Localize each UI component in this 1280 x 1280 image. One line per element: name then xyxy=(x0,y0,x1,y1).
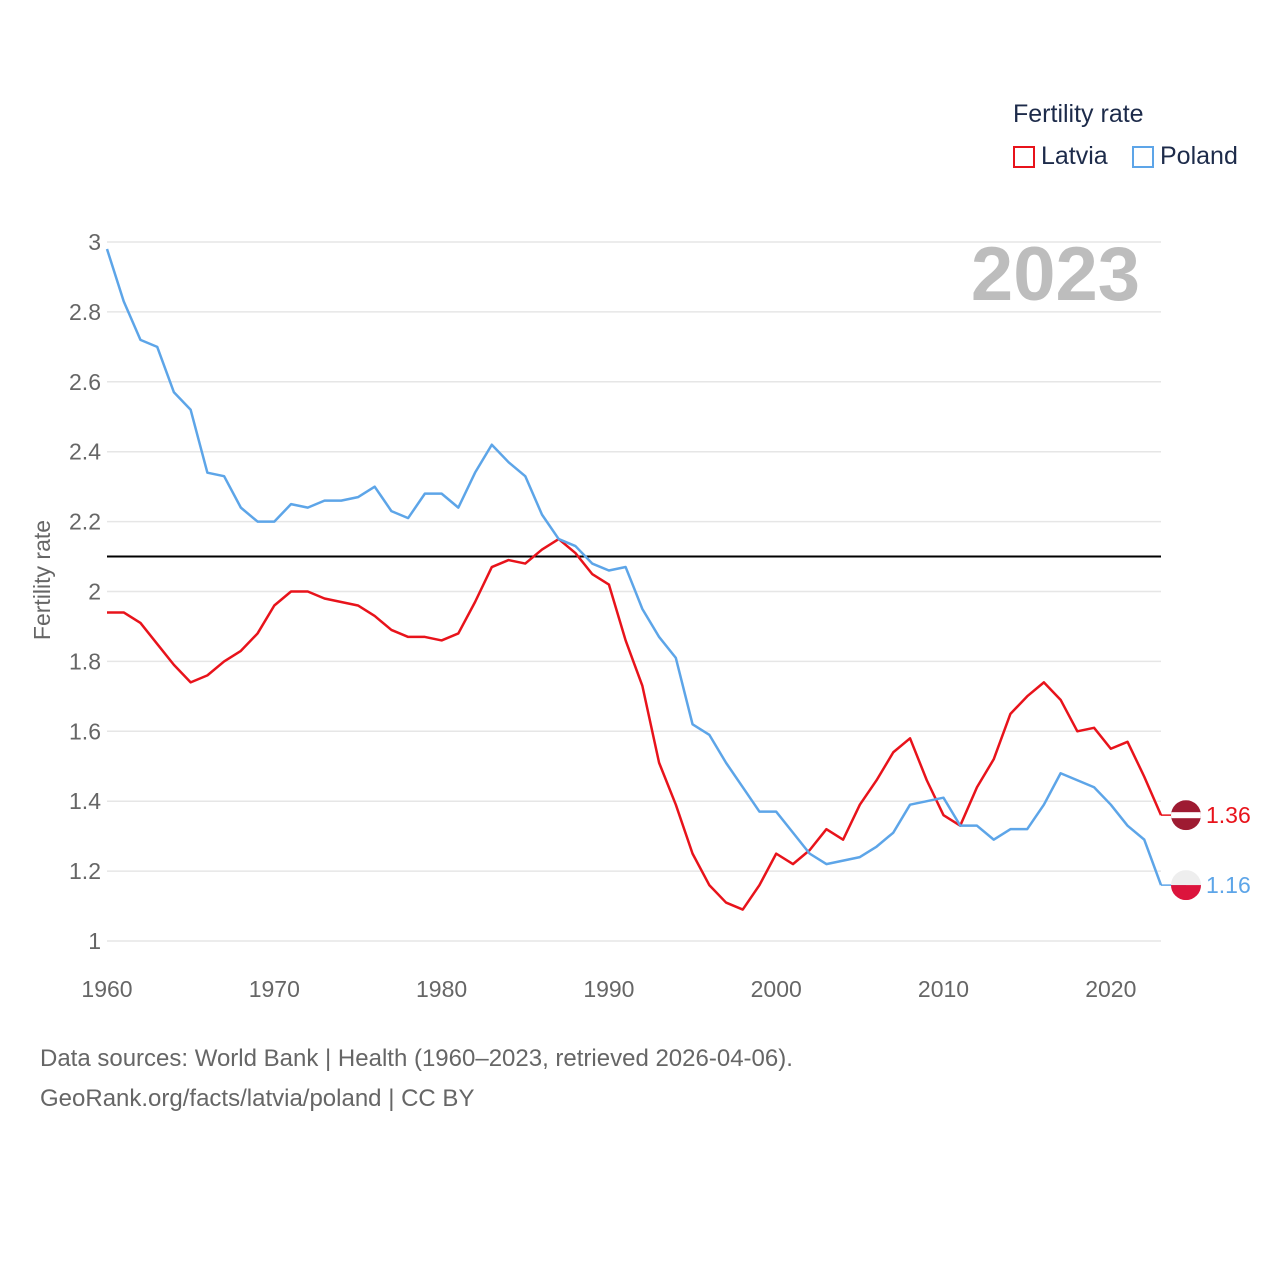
x-tick-label: 2000 xyxy=(751,976,802,1002)
y-tick-label: 1.4 xyxy=(69,788,101,814)
series-lines xyxy=(105,248,1163,911)
y-tick-label: 2.4 xyxy=(69,439,101,465)
latvia-flag-icon xyxy=(1171,800,1201,831)
legend-label-poland: Poland xyxy=(1160,142,1238,170)
y-tick-label: 2 xyxy=(88,579,101,605)
legend-label-latvia: Latvia xyxy=(1041,142,1108,170)
legend-item-poland[interactable]: Poland xyxy=(1132,142,1238,171)
y-tick-label: 2.2 xyxy=(69,509,101,535)
y-tick-label: 2.6 xyxy=(69,369,101,395)
series-line-latvia xyxy=(107,537,1163,911)
y-tick-label: 1.6 xyxy=(69,718,101,744)
legend-title: Fertility rate xyxy=(1013,100,1144,128)
x-tick-label: 1970 xyxy=(249,976,300,1002)
y-tick-label: 2.8 xyxy=(69,299,101,325)
y-axis-label: Fertility rate xyxy=(29,520,55,640)
end-label-latvia: 1.36 xyxy=(1206,802,1251,828)
end-markers: 1.36 1.16 xyxy=(1161,800,1251,901)
y-tick-label: 1 xyxy=(88,928,101,954)
y-tick-label: 3 xyxy=(88,229,101,255)
x-tick-labels: 1960 1970 1980 1990 2000 2010 2020 xyxy=(81,976,1136,1002)
end-label-poland: 1.16 xyxy=(1206,872,1251,898)
x-tick-label: 1990 xyxy=(583,976,634,1002)
x-tick-label: 1980 xyxy=(416,976,467,1002)
x-tick-label: 2020 xyxy=(1085,976,1136,1002)
y-tick-label: 1.2 xyxy=(69,858,101,884)
footer-attribution[interactable]: GeoRank.org/facts/latvia/poland | CC BY xyxy=(40,1085,475,1112)
x-tick-label: 2010 xyxy=(918,976,969,1002)
footer-sources: Data sources: World Bank | Health (1960–… xyxy=(40,1045,793,1072)
year-watermark: 2023 xyxy=(971,232,1140,317)
legend-swatch-latvia xyxy=(1013,145,1035,168)
y-tick-labels: 1 1.2 1.4 1.6 1.8 2 2.2 2.4 2.6 2.8 3 xyxy=(69,229,101,954)
gridlines xyxy=(107,241,1161,942)
legend-item-latvia[interactable]: Latvia xyxy=(1013,142,1108,171)
series-line-poland xyxy=(105,248,1163,886)
poland-flag-icon xyxy=(1171,870,1201,901)
y-tick-label: 1.8 xyxy=(69,648,101,674)
x-tick-label: 1960 xyxy=(81,976,132,1002)
legend-swatch-poland xyxy=(1132,145,1154,168)
